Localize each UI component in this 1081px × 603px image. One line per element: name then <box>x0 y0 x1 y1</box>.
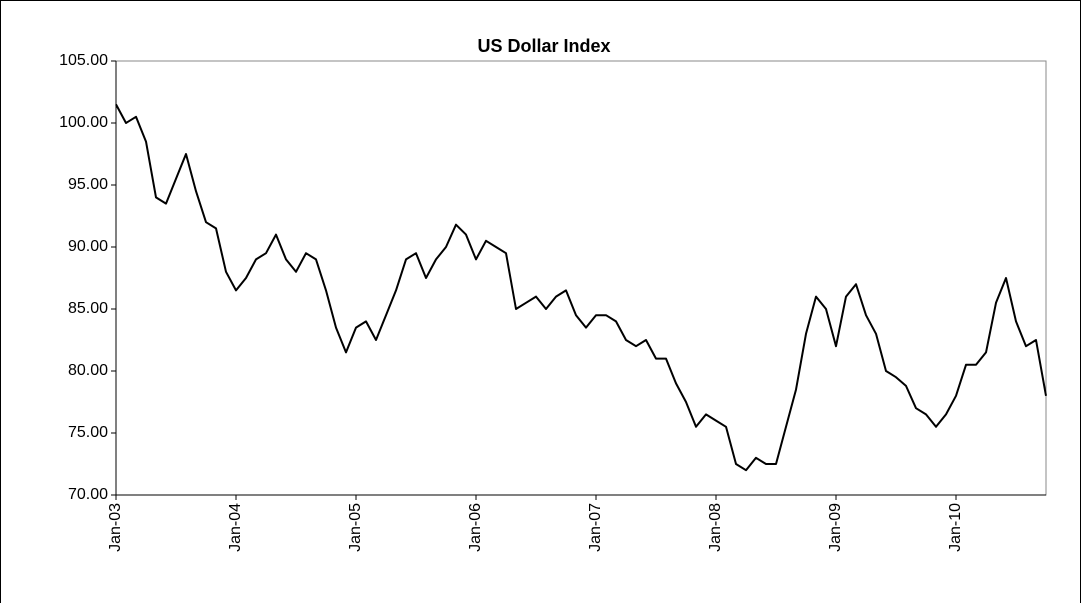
y-tick-label: 80.00 <box>68 362 108 379</box>
x-tick-label: Jan-05 <box>347 503 364 552</box>
x-tick-label: Jan-06 <box>467 503 484 552</box>
x-tick-label: Jan-04 <box>227 503 244 552</box>
data-line <box>115 103 1047 472</box>
y-tick-label: 95.00 <box>68 176 108 193</box>
chart-title: US Dollar Index <box>477 36 610 56</box>
x-tick-label: Jan-09 <box>827 503 844 552</box>
x-tick-label: Jan-10 <box>947 503 964 552</box>
y-tick-label: 75.00 <box>68 424 108 441</box>
x-tick-label: Jan-03 <box>107 503 124 552</box>
y-tick-label: 70.00 <box>68 486 108 503</box>
x-tick-label: Jan-07 <box>587 503 604 552</box>
y-tick-label: 90.00 <box>68 238 108 255</box>
y-tick-label: 85.00 <box>68 300 108 317</box>
y-tick-label: 100.00 <box>59 114 108 131</box>
y-tick-label: 105.00 <box>59 52 108 69</box>
x-tick-label: Jan-08 <box>707 503 724 552</box>
